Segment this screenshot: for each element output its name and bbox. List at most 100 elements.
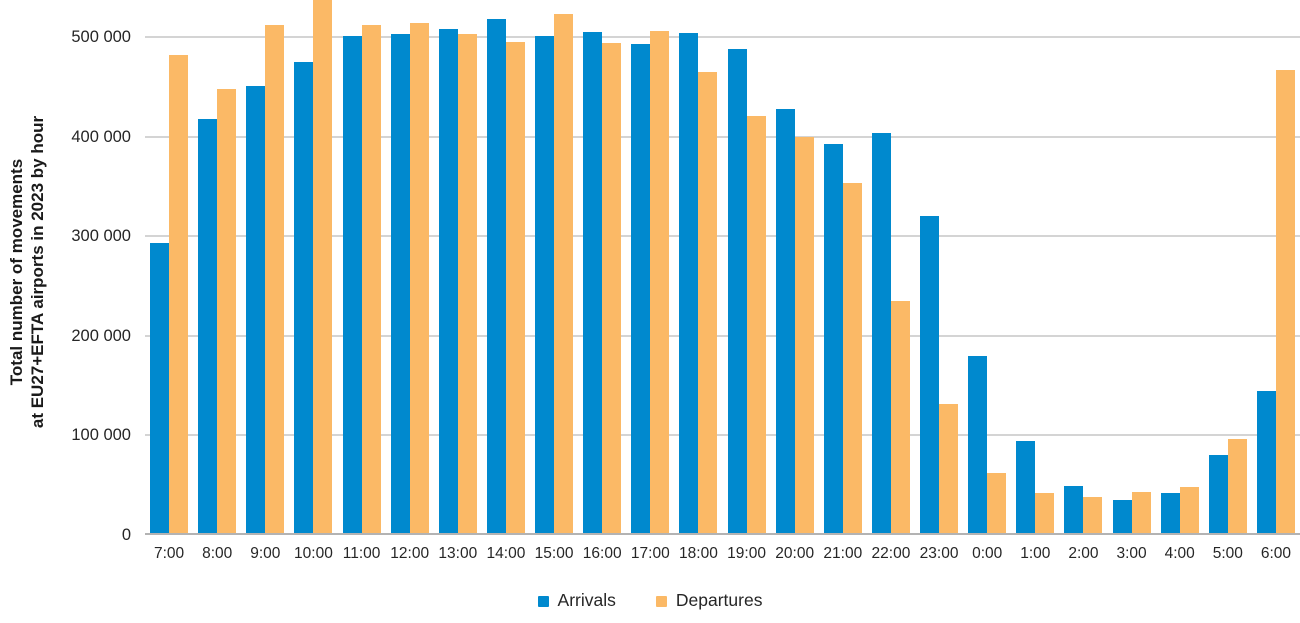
bar-cluster (386, 0, 434, 535)
arrivals-bar (1256, 391, 1276, 535)
bar-cluster (482, 0, 530, 535)
departures-bar (746, 116, 766, 535)
legend-label-arrivals: Arrivals (557, 590, 616, 610)
bar-cluster (289, 0, 337, 535)
y-axis-tick-labels: 0 100 000 200 000 300 000 400 000 500 000 (0, 0, 131, 544)
arrivals-bar (775, 109, 795, 535)
arrivals-bar (246, 86, 266, 535)
departures-bar (1179, 487, 1199, 535)
departures-bar (313, 0, 333, 535)
arrivals-bar (438, 29, 458, 535)
departures-bar (698, 72, 718, 535)
bar-cluster (1108, 0, 1156, 535)
arrivals-bar (535, 36, 555, 535)
bar-cluster (145, 0, 193, 535)
x-tick-label: 11:00 (342, 545, 381, 562)
y-tick-label: 300 000 (71, 227, 131, 246)
x-tick-label: 14:00 (486, 545, 526, 562)
arrivals-bar (1208, 455, 1228, 535)
x-tick-label: 20:00 (775, 545, 815, 562)
x-tick-label: 7:00 (153, 545, 185, 562)
arrivals-bar (968, 356, 988, 535)
arrivals-bar (1112, 500, 1132, 535)
departures-bar (842, 183, 862, 535)
departures-bar (1083, 497, 1103, 535)
y-tick-label: 500 000 (71, 28, 131, 46)
arrivals-bar (871, 133, 891, 535)
arrivals-bar (150, 243, 170, 535)
arrivals-bar (631, 44, 651, 535)
bar-cluster (1204, 0, 1252, 535)
bar-clusters (145, 0, 1300, 535)
y-tick-label: 0 (121, 526, 131, 544)
arrivals-bar (198, 119, 218, 535)
y-tick-label: 100 000 (71, 426, 131, 445)
x-axis-line (145, 533, 1300, 535)
bar-cluster (963, 0, 1011, 535)
x-tick-label: 6:00 (1260, 545, 1292, 562)
arrivals-bar (342, 36, 362, 535)
departures-bar (217, 89, 237, 535)
legend-item-departures: Departures (655, 590, 763, 611)
departures-bar (602, 43, 622, 535)
x-tick-label: 10:00 (294, 545, 333, 562)
departures-bar (505, 42, 525, 535)
arrivals-bar (583, 32, 603, 535)
bar-cluster (1011, 0, 1059, 535)
bar-cluster (819, 0, 867, 535)
departures-bar (1131, 492, 1151, 535)
arrivals-bar (920, 216, 940, 535)
bar-cluster (626, 0, 674, 535)
departures-bar (794, 137, 814, 535)
bar-cluster (434, 0, 482, 535)
departures-bar (169, 55, 189, 535)
x-tick-label: 1:00 (1020, 545, 1051, 562)
y-tick-label: 200 000 (71, 326, 131, 345)
x-tick-label: 15:00 (534, 545, 574, 562)
departures-bar (265, 25, 285, 535)
arrivals-swatch-icon (537, 596, 549, 607)
arrivals-bar (823, 144, 843, 535)
gridline (145, 235, 1300, 238)
bar-cluster (867, 0, 915, 535)
bar-cluster (1059, 0, 1107, 535)
departures-bar (361, 25, 381, 535)
arrivals-bar (679, 33, 699, 535)
arrivals-bar (1016, 441, 1036, 535)
departures-bar (1275, 70, 1295, 535)
departures-bar (890, 301, 910, 535)
x-tick-label: 19:00 (727, 545, 766, 562)
x-tick-label: 8:00 (202, 545, 233, 562)
x-tick-label: 12:00 (390, 545, 430, 562)
plot-area (145, 0, 1300, 535)
arrivals-bar (1064, 486, 1084, 535)
arrivals-bar (294, 62, 314, 535)
x-tick-label: 4:00 (1164, 545, 1195, 562)
bar-cluster (578, 0, 626, 535)
x-tick-label: 21:00 (823, 545, 863, 562)
departures-bar (650, 31, 670, 535)
y-tick-label: 400 000 (71, 127, 131, 146)
gridline (145, 36, 1300, 38)
x-tick-label: 3:00 (1116, 545, 1147, 562)
x-axis-tick-labels: 7:00 8:00 9:00 10:00 11:00 12:00 13:00 14:00 15:… (145, 545, 1300, 563)
departures-bar (1227, 439, 1247, 535)
departures-bar (987, 473, 1007, 535)
bar-cluster (674, 0, 722, 535)
arrivals-bar (727, 49, 747, 535)
departures-swatch-icon (655, 596, 667, 607)
departures-bar (409, 23, 429, 535)
gridline (145, 334, 1300, 337)
x-tick-label: 2:00 (1068, 545, 1099, 562)
x-tick-label: 18:00 (679, 545, 718, 562)
bar-cluster (530, 0, 578, 535)
gridline (145, 135, 1300, 138)
arrivals-bar (1160, 493, 1180, 535)
x-tick-label: 17:00 (630, 545, 670, 562)
bar-cluster (338, 0, 386, 535)
x-tick-label: 5:00 (1212, 545, 1243, 562)
bar-cluster (723, 0, 771, 535)
legend-label-departures: Departures (675, 590, 763, 610)
legend-item-arrivals: Arrivals (537, 590, 616, 611)
